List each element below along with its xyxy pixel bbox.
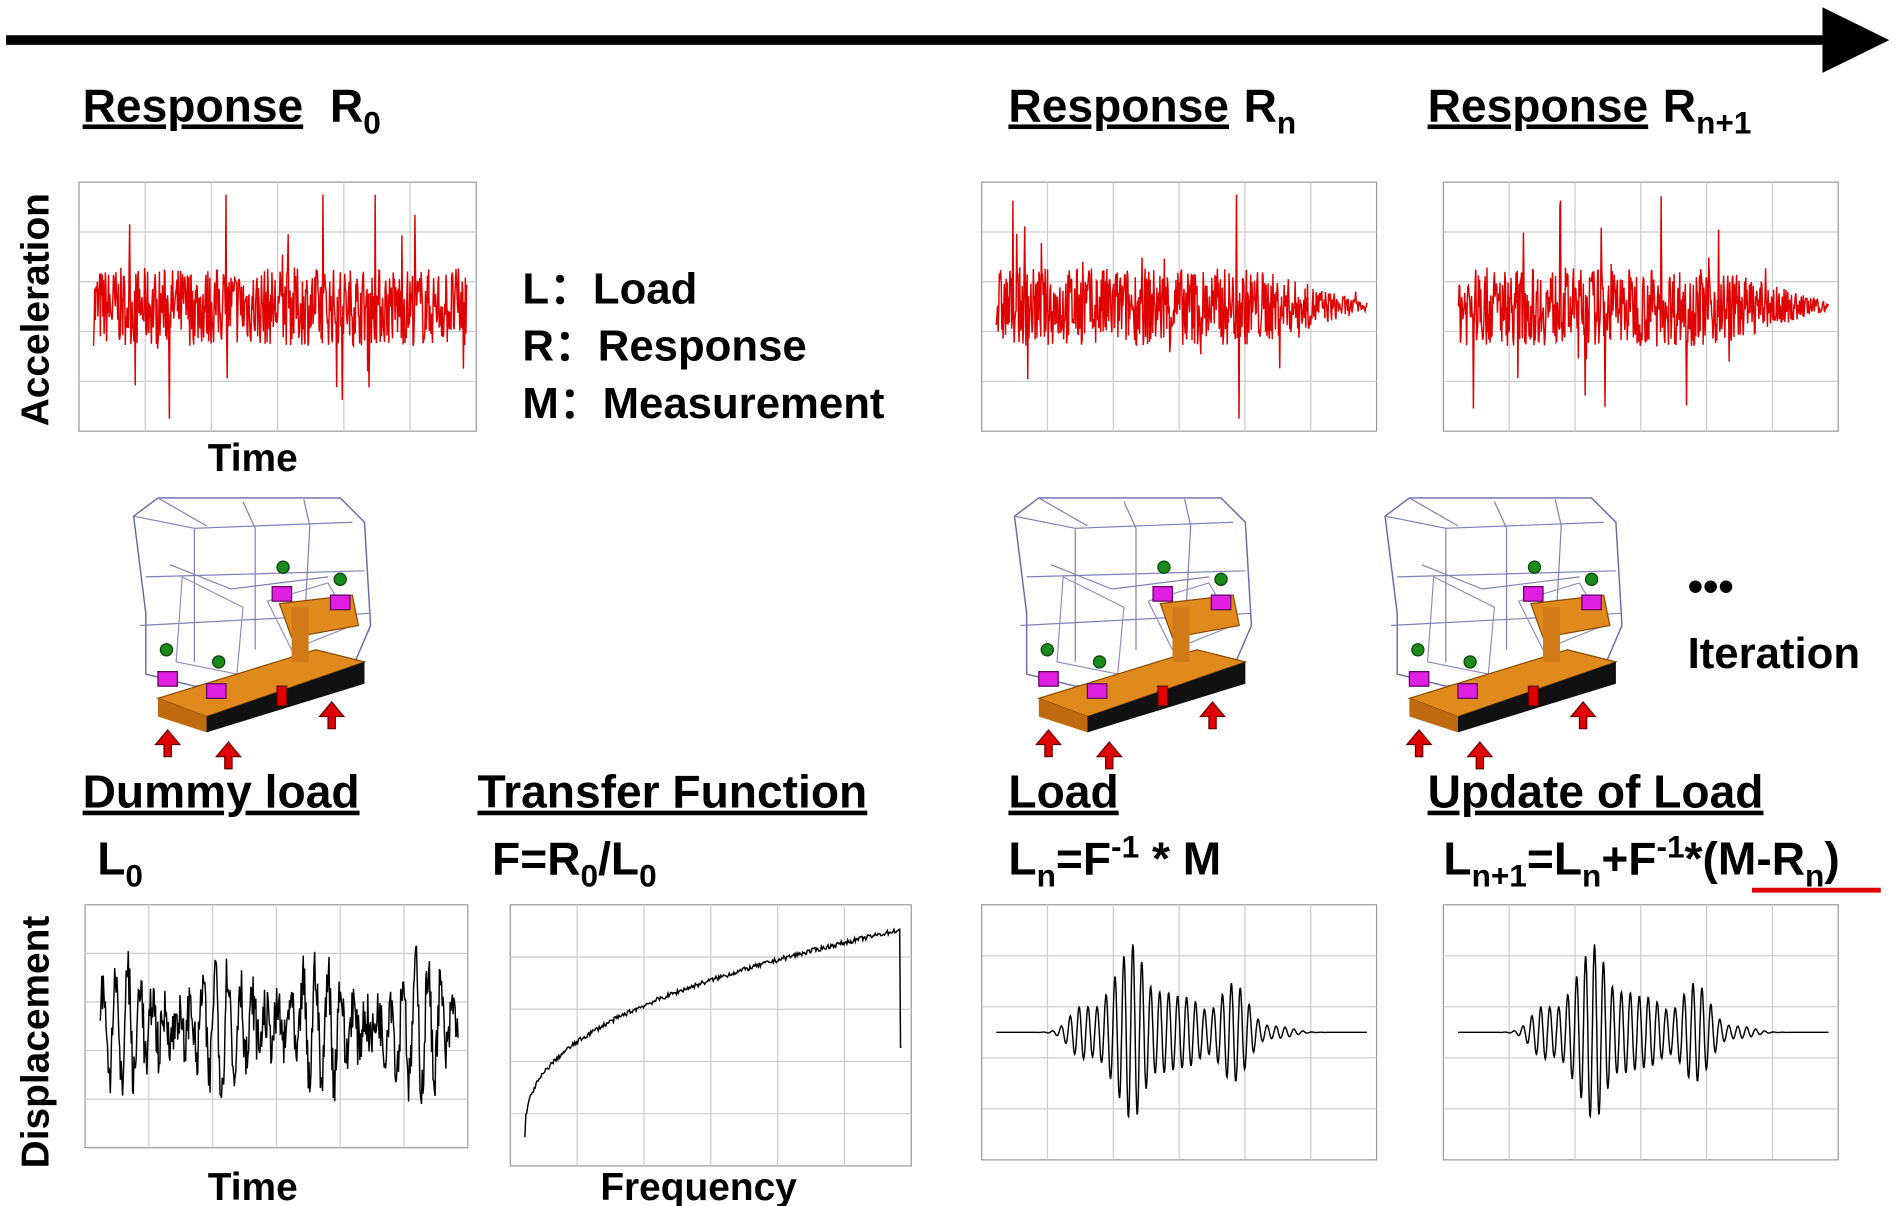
- waveform: [995, 194, 1368, 419]
- waveform: [524, 927, 902, 1138]
- waveform: [996, 944, 1367, 1120]
- f: L: [1008, 832, 1036, 884]
- f-sub: n: [1037, 858, 1056, 894]
- f-sub: 0: [125, 858, 143, 894]
- f-sub: n: [1805, 858, 1824, 894]
- legend-item: M：Measurement: [522, 379, 884, 428]
- x-label: Time: [208, 437, 298, 480]
- heading-symbol: R: [1663, 79, 1696, 131]
- heading: Load: [1008, 766, 1118, 818]
- f: *(: [1685, 832, 1719, 884]
- f-sub: 0: [581, 858, 599, 894]
- ellipsis: •••: [1688, 562, 1734, 611]
- x-label: Time: [208, 1166, 298, 1206]
- waveform: [1457, 196, 1830, 409]
- arrow-head: [1822, 7, 1890, 73]
- heading-symbol: R: [330, 79, 363, 131]
- heading-sub: n: [1277, 105, 1296, 141]
- heading-word: Response: [1428, 79, 1649, 131]
- x-label: Frequency: [600, 1166, 797, 1206]
- f: =L: [1527, 832, 1582, 884]
- formula: Ln+1=Ln+F-1*(M-Rn): [1443, 828, 1839, 893]
- vehicle-model: [132, 497, 372, 770]
- waveform: [1457, 944, 1829, 1120]
- waveform: [99, 945, 459, 1104]
- f: * M: [1139, 832, 1221, 884]
- f-sub: n+1: [1472, 858, 1527, 894]
- heading-word: Response: [1008, 79, 1229, 131]
- formula: L0: [97, 832, 143, 893]
- heading-word: Response: [83, 79, 304, 131]
- waveform: [92, 194, 468, 419]
- formula: F=R0/L0: [492, 832, 657, 893]
- f: =F: [1056, 832, 1111, 884]
- f: M-R: [1718, 832, 1805, 884]
- y-label: Acceleration: [15, 193, 58, 426]
- heading-symbol: R: [1244, 79, 1277, 131]
- f-sub: 0: [639, 858, 657, 894]
- heading: Response Rn+1: [1428, 79, 1752, 140]
- plots: [78, 181, 1839, 1167]
- heading: Update of Load: [1428, 766, 1764, 818]
- heading: Transfer Function: [477, 766, 867, 818]
- vehicle-model: [1013, 497, 1253, 770]
- legend-item: R：Response: [522, 322, 806, 371]
- heading: Dummy load: [83, 766, 360, 818]
- f: F=R: [492, 832, 580, 884]
- f: +F: [1601, 832, 1656, 884]
- f-sup: -1: [1656, 828, 1684, 864]
- legend-item: L：Load: [522, 265, 697, 314]
- heading-sub: 0: [363, 105, 381, 141]
- f-sub: n: [1582, 858, 1601, 894]
- y-label: Displacement: [15, 916, 58, 1169]
- iteration-label: Iteration: [1688, 629, 1861, 678]
- f: L: [97, 832, 125, 884]
- heading: Response Rn: [1008, 79, 1296, 140]
- heading: Response R0: [83, 79, 381, 140]
- heading-sub: n+1: [1696, 105, 1751, 141]
- f: L: [1443, 832, 1471, 884]
- f: ): [1824, 832, 1839, 884]
- formula: Ln=F-1 * M: [1008, 828, 1221, 893]
- f: /L: [598, 832, 639, 884]
- f-sup: -1: [1111, 828, 1139, 864]
- vehicle-model: [1384, 497, 1623, 770]
